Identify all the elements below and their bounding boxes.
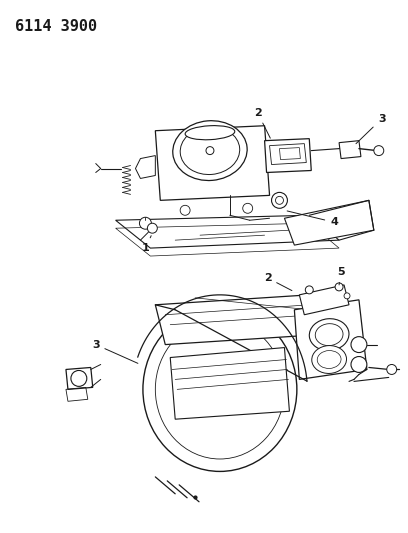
Text: 6114 3900: 6114 3900 [15,19,98,34]
Polygon shape [155,295,319,345]
Polygon shape [135,156,155,179]
Circle shape [374,146,384,156]
Text: 2: 2 [254,108,270,138]
Ellipse shape [155,320,284,459]
Polygon shape [115,215,339,248]
Ellipse shape [173,120,247,181]
Circle shape [140,217,151,229]
Ellipse shape [309,319,349,351]
Polygon shape [170,348,289,419]
Text: 2: 2 [264,273,292,290]
Text: 5: 5 [337,267,345,285]
Circle shape [243,203,253,213]
Circle shape [344,293,350,299]
Text: 4: 4 [287,211,338,227]
Polygon shape [284,200,374,245]
Ellipse shape [185,126,235,140]
Circle shape [387,365,397,375]
Polygon shape [299,285,349,315]
Text: 3: 3 [356,114,386,144]
Circle shape [147,223,157,233]
Ellipse shape [315,324,343,345]
Text: 1: 1 [142,236,151,253]
Circle shape [206,147,214,155]
Ellipse shape [180,127,240,174]
Polygon shape [295,300,367,379]
Polygon shape [66,367,93,389]
Polygon shape [339,141,361,158]
Circle shape [335,283,343,291]
Circle shape [351,337,367,352]
Ellipse shape [317,351,341,368]
Ellipse shape [312,345,346,374]
Text: 3: 3 [92,340,138,364]
Circle shape [275,196,284,204]
Polygon shape [155,126,270,200]
Circle shape [305,286,313,294]
Circle shape [71,370,87,386]
Circle shape [180,205,190,215]
Circle shape [351,357,367,373]
Ellipse shape [143,308,297,471]
Circle shape [272,192,287,208]
Polygon shape [264,139,311,173]
